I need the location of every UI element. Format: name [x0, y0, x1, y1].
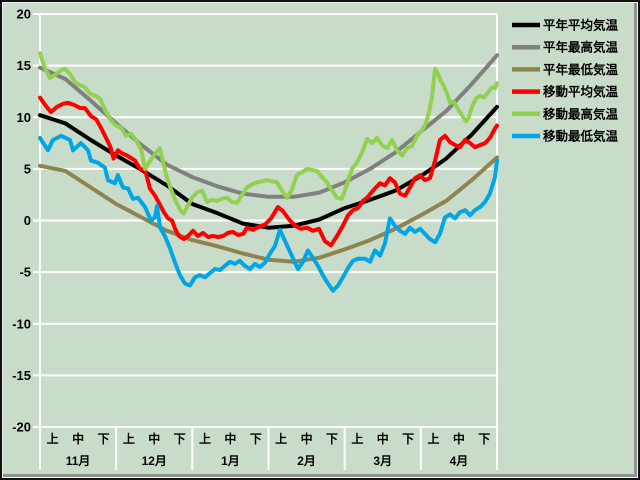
x-axis-dekad-label: 上	[47, 431, 59, 446]
x-axis-dekad-label: 上	[199, 431, 211, 446]
x-axis-dekad-label: 中	[224, 431, 236, 446]
legend-label-moving-min: 移動最低気温	[543, 129, 619, 144]
series-line-moving-avg	[38, 95, 499, 248]
y-axis-label: 0	[24, 213, 31, 228]
x-axis-dekad-label: 中	[453, 431, 465, 446]
x-axis-month-label: 1月	[221, 454, 240, 468]
x-axis-dekad-label: 下	[326, 432, 338, 446]
y-axis-label: 5	[24, 161, 31, 176]
legend-label-normal-max: 平年最高気温	[543, 40, 619, 55]
x-axis-month-label: 11月	[66, 454, 91, 468]
x-axis-dekad-label: 上	[275, 431, 287, 446]
x-axis-dekad-label: 下	[402, 432, 414, 446]
y-axis-label: 20	[17, 7, 31, 22]
x-axis-dekad-label: 中	[72, 431, 84, 446]
legend-label-normal-min: 平年最低気温	[543, 62, 619, 77]
y-axis-label: 15	[17, 58, 31, 73]
x-axis-dekad-label: 下	[97, 432, 109, 446]
y-axis-label: 10	[17, 110, 31, 125]
legend-label-moving-max: 移動最高気温	[543, 106, 619, 121]
x-axis-dekad-label: 上	[123, 431, 135, 446]
series-line-moving-max	[38, 51, 499, 216]
x-axis-dekad-label: 上	[428, 431, 440, 446]
y-axis-label: -10	[12, 316, 31, 331]
x-axis-dekad-label: 上	[351, 431, 363, 446]
x-axis-dekad-label: 下	[250, 432, 262, 446]
x-axis-dekad-label: 下	[174, 432, 186, 446]
legend-label-normal-avg: 平年平均気温	[543, 18, 619, 33]
x-axis-month-label: 2月	[297, 454, 316, 468]
y-axis-label: -15	[12, 368, 31, 383]
x-axis-month-label: 4月	[450, 454, 469, 468]
x-axis-month-label: 12月	[142, 454, 167, 468]
legend-label-moving-avg: 移動平均気温	[543, 84, 619, 99]
x-axis-dekad-label: 中	[148, 431, 160, 446]
x-axis-dekad-label: 下	[478, 432, 490, 446]
y-axis-label: -5	[19, 265, 31, 280]
series-line-moving-min	[38, 133, 499, 293]
x-axis-month-label: 3月	[373, 454, 392, 468]
y-axis-label: -20	[12, 420, 31, 435]
x-axis-dekad-label: 中	[377, 431, 389, 446]
x-axis-dekad-label: 中	[301, 431, 313, 446]
